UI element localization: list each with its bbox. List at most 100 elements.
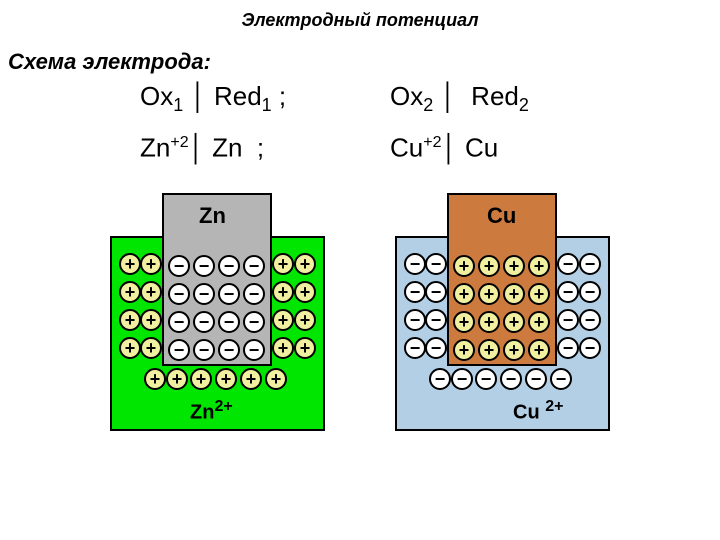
plus-charge: + <box>503 255 525 277</box>
cu-cell: Cu Cu 2+ −−−−−−−−−−−−−−−−−−−−−−+++++++++… <box>395 193 610 431</box>
minus-charge: − <box>404 337 426 359</box>
minus-charge: − <box>475 368 497 390</box>
zn-solution-text: Zn <box>190 402 214 424</box>
minus-charge: − <box>243 311 265 333</box>
plus-charge: + <box>453 255 475 277</box>
plus-charge: + <box>453 283 475 305</box>
minus-charge: − <box>525 368 547 390</box>
plus-charge: + <box>144 368 166 390</box>
plus-charge: + <box>272 337 294 359</box>
formula-row-1: Ox1 │ Red1 ; Ox2 │ Red2 <box>0 79 720 122</box>
minus-charge: − <box>429 368 451 390</box>
plus-charge: + <box>140 337 162 359</box>
red1: Red <box>214 81 262 111</box>
plus-charge: + <box>119 337 141 359</box>
plus-charge: + <box>453 339 475 361</box>
diagrams: Zn Zn2+ ++++++++++++++++++++++−−−−−−−−−−… <box>0 193 720 431</box>
cu-solution-sup: 2+ <box>545 398 563 415</box>
plus-charge: + <box>528 339 550 361</box>
formula-zn: Zn+2│ Zn ; <box>140 126 370 165</box>
plus-charge: + <box>272 309 294 331</box>
minus-charge: − <box>425 253 447 275</box>
minus-charge: − <box>168 255 190 277</box>
plus-charge: + <box>272 281 294 303</box>
plus-charge: + <box>294 309 316 331</box>
plus-charge: + <box>140 253 162 275</box>
plus-charge: + <box>265 368 287 390</box>
minus-charge: − <box>218 255 240 277</box>
minus-charge: − <box>579 337 601 359</box>
ox2: Ox <box>390 81 423 111</box>
plus-charge: + <box>240 368 262 390</box>
plus-charge: + <box>140 309 162 331</box>
minus-charge: − <box>557 281 579 303</box>
plus-charge: + <box>528 283 550 305</box>
minus-charge: − <box>557 253 579 275</box>
zn-cell: Zn Zn2+ ++++++++++++++++++++++−−−−−−−−−−… <box>110 193 325 431</box>
zn: Zn <box>212 133 242 163</box>
cu-solution-label: Cu 2+ <box>513 398 563 425</box>
plus-charge: + <box>119 281 141 303</box>
minus-charge: − <box>218 339 240 361</box>
plus-charge: + <box>215 368 237 390</box>
minus-charge: − <box>404 281 426 303</box>
plus-charge: + <box>272 253 294 275</box>
plus-charge: + <box>478 283 500 305</box>
minus-charge: − <box>243 283 265 305</box>
minus-charge: − <box>243 255 265 277</box>
red2: Red <box>471 81 519 111</box>
scheme-label: Схема электрода: <box>8 49 720 75</box>
plus-charge: + <box>190 368 212 390</box>
plus-charge: + <box>478 339 500 361</box>
minus-charge: − <box>404 253 426 275</box>
cu-electrode-label: Cu <box>487 203 516 229</box>
plus-charge: + <box>294 281 316 303</box>
plus-charge: + <box>478 255 500 277</box>
minus-charge: − <box>579 253 601 275</box>
formula-row-2: Zn+2│ Zn ; Cu+2│ Cu <box>0 126 720 165</box>
cu-solution-text: Cu <box>513 402 540 424</box>
zn-electrode-label: Zn <box>199 203 226 229</box>
plus-charge: + <box>478 311 500 333</box>
minus-charge: − <box>579 309 601 331</box>
page-title: Электродный потенциал <box>0 0 720 31</box>
minus-charge: − <box>168 339 190 361</box>
formula-ox2-red2: Ox2 │ Red2 <box>390 79 529 122</box>
minus-charge: − <box>550 368 572 390</box>
minus-charge: − <box>404 309 426 331</box>
zn-solution-sup: 2+ <box>214 398 232 415</box>
formula-cu: Cu+2│ Cu <box>390 126 498 165</box>
minus-charge: − <box>193 339 215 361</box>
minus-charge: − <box>425 309 447 331</box>
minus-charge: − <box>193 311 215 333</box>
minus-charge: − <box>579 281 601 303</box>
minus-charge: − <box>425 337 447 359</box>
plus-charge: + <box>294 253 316 275</box>
minus-charge: − <box>168 311 190 333</box>
zn-solution-label: Zn2+ <box>190 398 233 425</box>
cu: Cu <box>465 133 498 163</box>
plus-charge: + <box>503 339 525 361</box>
minus-charge: − <box>557 309 579 331</box>
minus-charge: − <box>500 368 522 390</box>
minus-charge: − <box>218 311 240 333</box>
plus-charge: + <box>294 337 316 359</box>
zn-ion: Zn <box>140 133 170 163</box>
plus-charge: + <box>119 309 141 331</box>
plus-charge: + <box>119 253 141 275</box>
plus-charge: + <box>528 255 550 277</box>
minus-charge: − <box>557 337 579 359</box>
plus-charge: + <box>140 281 162 303</box>
minus-charge: − <box>451 368 473 390</box>
minus-charge: − <box>218 283 240 305</box>
plus-charge: + <box>503 311 525 333</box>
plus-charge: + <box>528 311 550 333</box>
minus-charge: − <box>425 281 447 303</box>
minus-charge: − <box>168 283 190 305</box>
minus-charge: − <box>193 283 215 305</box>
ox1: Ox <box>140 81 173 111</box>
plus-charge: + <box>453 311 475 333</box>
minus-charge: − <box>243 339 265 361</box>
cu-ion: Cu <box>390 133 423 163</box>
plus-charge: + <box>503 283 525 305</box>
